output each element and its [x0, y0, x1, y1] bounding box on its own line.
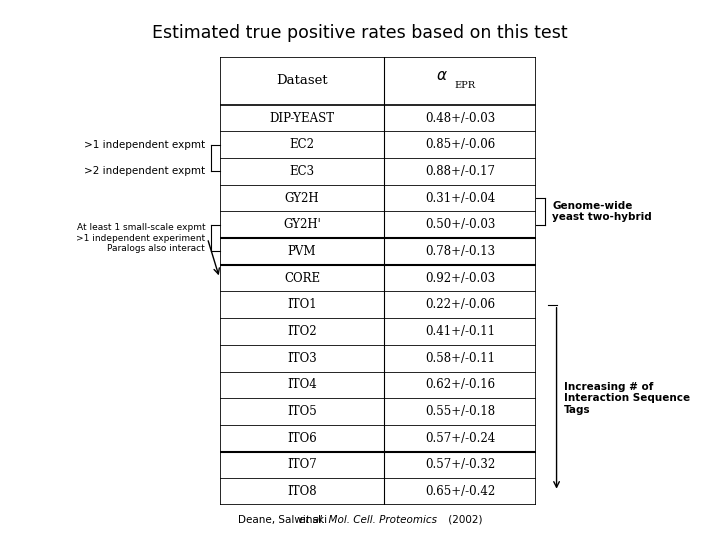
- Text: ITO4: ITO4: [287, 379, 317, 392]
- Text: 0.48+/-0.03: 0.48+/-0.03: [426, 112, 495, 125]
- Text: 0.50+/-0.03: 0.50+/-0.03: [426, 218, 495, 231]
- Text: $\alpha$: $\alpha$: [436, 69, 448, 83]
- Text: 0.78+/-0.13: 0.78+/-0.13: [426, 245, 495, 258]
- Text: ITO1: ITO1: [287, 298, 317, 312]
- Text: GY2H: GY2H: [284, 192, 319, 205]
- Text: Genome-wide
yeast two-hybrid: Genome-wide yeast two-hybrid: [552, 201, 652, 222]
- Text: EC3: EC3: [289, 165, 315, 178]
- Text: (2002): (2002): [445, 515, 482, 525]
- Text: 0.65+/-0.42: 0.65+/-0.42: [426, 485, 495, 498]
- Text: ITO5: ITO5: [287, 405, 317, 418]
- Text: 0.92+/-0.03: 0.92+/-0.03: [426, 272, 495, 285]
- Text: 0.85+/-0.06: 0.85+/-0.06: [426, 138, 495, 151]
- Text: At least 1 small-scale expmt
>1 independent experiment
Paralogs also interact: At least 1 small-scale expmt >1 independ…: [76, 223, 205, 253]
- Text: et al. Mol. Cell. Proteomics: et al. Mol. Cell. Proteomics: [299, 515, 437, 525]
- Text: Increasing # of
Interaction Sequence
Tags: Increasing # of Interaction Sequence Tag…: [564, 382, 690, 415]
- Text: 0.55+/-0.18: 0.55+/-0.18: [426, 405, 495, 418]
- Text: EC2: EC2: [289, 138, 315, 151]
- Text: DIP-YEAST: DIP-YEAST: [269, 112, 335, 125]
- Text: CORE: CORE: [284, 272, 320, 285]
- Text: 0.88+/-0.17: 0.88+/-0.17: [426, 165, 495, 178]
- Text: 0.57+/-0.32: 0.57+/-0.32: [426, 458, 495, 471]
- Text: ITO6: ITO6: [287, 431, 317, 445]
- Text: 0.58+/-0.11: 0.58+/-0.11: [426, 352, 495, 365]
- Text: ITO7: ITO7: [287, 458, 317, 471]
- Text: 0.57+/-0.24: 0.57+/-0.24: [426, 431, 495, 445]
- Text: 0.62+/-0.16: 0.62+/-0.16: [426, 379, 495, 392]
- Text: Estimated true positive rates based on this test: Estimated true positive rates based on t…: [152, 24, 568, 42]
- Text: GY2H': GY2H': [283, 218, 321, 231]
- Text: Deane, Salwinski: Deane, Salwinski: [238, 515, 330, 525]
- Text: 0.31+/-0.04: 0.31+/-0.04: [426, 192, 495, 205]
- Text: ITO3: ITO3: [287, 352, 317, 365]
- Text: ITO8: ITO8: [287, 485, 317, 498]
- Text: PVM: PVM: [288, 245, 316, 258]
- Text: Dataset: Dataset: [276, 74, 328, 87]
- Text: >1 independent expmt: >1 independent expmt: [84, 140, 205, 150]
- Text: 0.41+/-0.11: 0.41+/-0.11: [426, 325, 495, 338]
- Text: 0.22+/-0.06: 0.22+/-0.06: [426, 298, 495, 312]
- Text: EPR: EPR: [454, 80, 475, 90]
- Text: >2 independent expmt: >2 independent expmt: [84, 166, 205, 177]
- Text: ITO2: ITO2: [287, 325, 317, 338]
